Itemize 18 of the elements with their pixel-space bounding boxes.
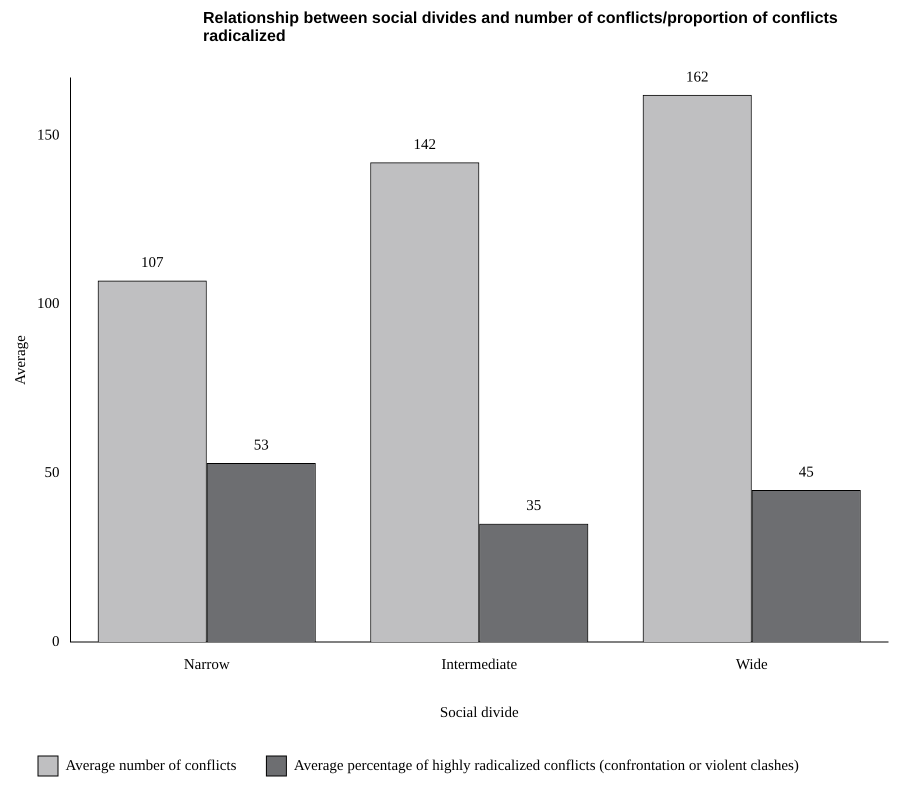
data-label: 142	[414, 136, 436, 153]
chart-title: Relationship between social divides and number of conflicts/proportion of conflicts radicalized	[203, 10, 839, 46]
x-tick-label: Wide	[736, 656, 768, 673]
y-tick-label: 100	[37, 296, 60, 312]
x-tick-label: Intermediate	[441, 656, 518, 673]
x-tick-label: Narrow	[184, 656, 230, 673]
data-label: 162	[686, 69, 708, 86]
data-label: 45	[798, 464, 814, 480]
legend-label: Average percentage of highly radicalized conflicts (confrontation or violent clashes)	[294, 758, 799, 774]
y-tick-label: 150	[37, 127, 60, 144]
y-axis-title: Average	[12, 334, 29, 385]
legend-label: Average number of conflicts	[66, 758, 237, 774]
data-label: 107	[141, 255, 164, 272]
data-label: 35	[526, 498, 542, 514]
y-tick-label: 50	[44, 465, 60, 482]
x-axis-title: Social divide	[440, 704, 519, 721]
y-tick-label: 0	[52, 634, 60, 650]
data-label: 53	[254, 437, 269, 454]
